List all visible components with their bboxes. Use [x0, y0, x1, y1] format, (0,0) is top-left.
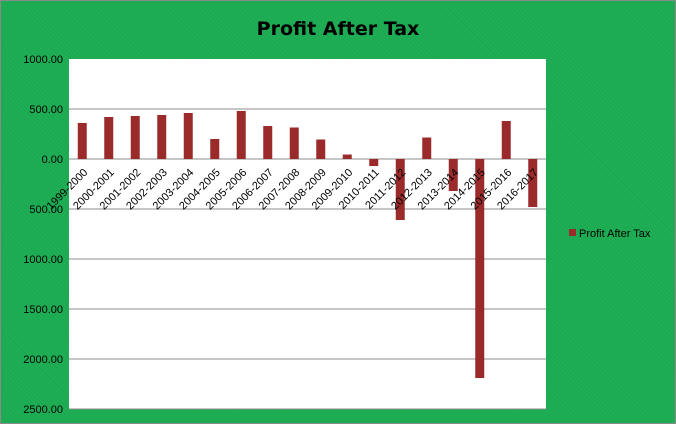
bar — [448, 159, 458, 191]
bar — [316, 139, 326, 159]
y-tick-label: 1000.00 — [23, 54, 63, 66]
y-tick-label: 2500.00 — [23, 404, 63, 416]
y-tick-label: 500.00 — [29, 104, 63, 116]
y-tick-label: 1000.00 — [23, 254, 63, 266]
bar — [475, 159, 485, 378]
bar — [289, 127, 299, 159]
bar — [263, 126, 273, 159]
gridlines — [69, 108, 546, 410]
bar — [528, 159, 538, 207]
bar — [342, 154, 352, 159]
legend-label: Profit After Tax — [579, 228, 651, 240]
bar — [183, 113, 193, 159]
bar — [422, 137, 432, 159]
bar — [369, 159, 379, 166]
y-tick-label: 0.00 — [42, 154, 63, 166]
y-tick-label: 2000.00 — [23, 354, 63, 366]
y-axis-ticks: 1000.00 500.00 0.00 500.00 1000.00 1500.00 200… — [23, 54, 63, 416]
bar — [210, 139, 220, 159]
bar — [157, 115, 167, 159]
legend-swatch — [569, 229, 576, 236]
legend: Profit After Tax — [569, 228, 651, 240]
bar — [77, 123, 87, 159]
bar — [236, 111, 246, 159]
bars — [77, 111, 538, 378]
y-tick-label: 1500.00 — [23, 304, 63, 316]
bar — [130, 116, 140, 159]
y-tick-label: 500.00 — [29, 204, 63, 216]
bar — [104, 117, 114, 159]
bar — [395, 159, 405, 220]
plot-area — [69, 59, 546, 409]
chart-title: Profit After Tax — [257, 18, 420, 40]
bar — [501, 121, 511, 159]
